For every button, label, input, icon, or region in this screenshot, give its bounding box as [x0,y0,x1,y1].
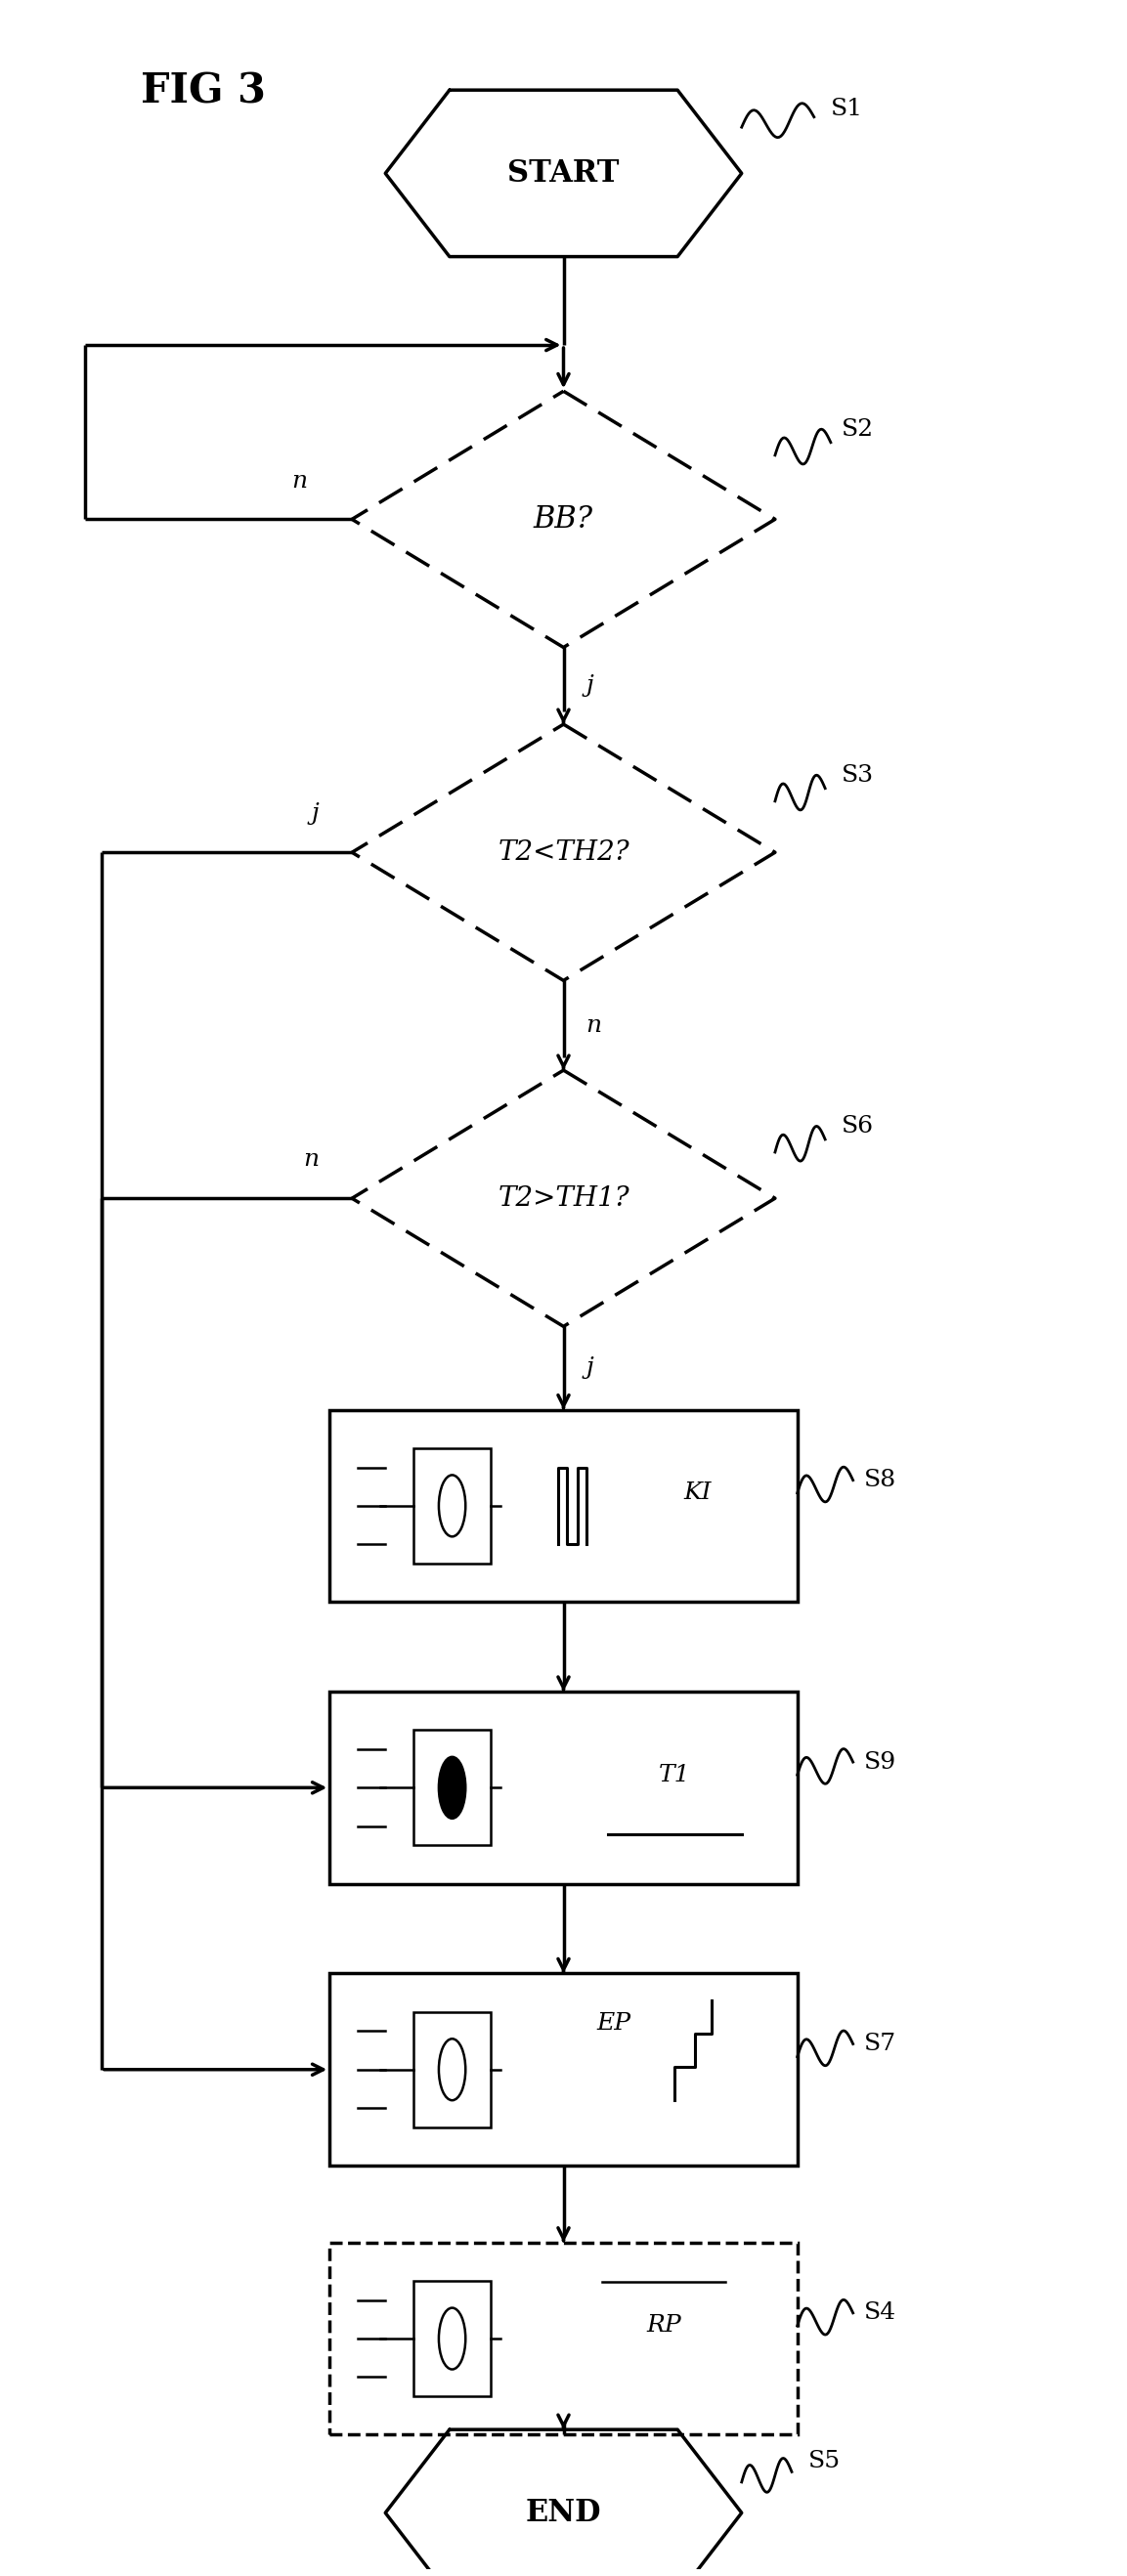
Bar [330,2244,797,2434]
Text: RP: RP [646,2316,681,2336]
Text: S8: S8 [864,1468,896,1492]
Text: FIG 3: FIG 3 [141,72,265,111]
Text: S9: S9 [864,1752,896,1772]
Text: START: START [507,157,620,188]
Circle shape [438,1757,465,1819]
Text: S1: S1 [831,98,863,121]
Text: T2>TH1?: T2>TH1? [498,1185,629,1211]
Bar [414,2280,491,2396]
Text: j: j [311,804,319,824]
Circle shape [438,2308,465,2370]
Bar [414,2012,491,2128]
Text: S6: S6 [842,1115,875,1139]
Text: T1: T1 [659,1765,691,1785]
Text: j: j [586,675,593,698]
Text: n: n [303,1149,319,1172]
Text: S3: S3 [842,765,875,786]
Text: S7: S7 [864,2032,896,2056]
Circle shape [438,2038,465,2099]
Text: S2: S2 [842,417,875,440]
Bar [330,1409,797,1602]
Text: KI: KI [683,1481,711,1504]
Text: T2<TH2?: T2<TH2? [498,840,629,866]
Bar [330,1692,797,1883]
Text: END: END [525,2499,602,2527]
Bar [414,1448,491,1564]
Text: n: n [586,1015,602,1036]
Circle shape [438,1476,465,1535]
Text: n: n [292,469,308,492]
Text: j: j [586,1358,593,1378]
Bar [330,1973,797,2166]
Text: S4: S4 [864,2303,896,2324]
Bar [414,1731,491,1844]
Text: S5: S5 [808,2450,841,2473]
Text: EP: EP [596,2012,631,2035]
Text: BB?: BB? [533,505,594,533]
